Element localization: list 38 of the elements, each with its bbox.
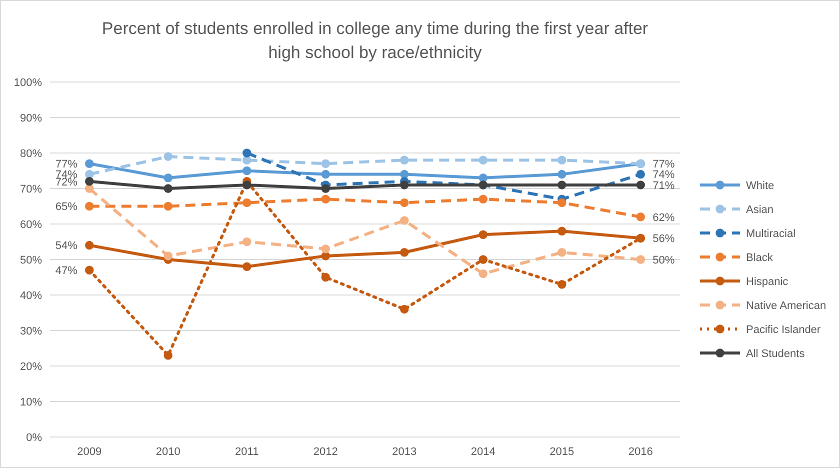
y-tick-label: 90% [20, 112, 42, 124]
data-label: 50% [652, 254, 675, 266]
legend-label: Pacific Islander [746, 324, 821, 336]
data-label: 54% [55, 240, 78, 252]
legend-label: Black [746, 252, 774, 264]
y-tick-label: 40% [20, 290, 42, 302]
x-tick-label: 2014 [470, 446, 496, 458]
data-label: 77% [652, 158, 675, 170]
y-tick-label: 80% [20, 148, 42, 160]
data-label: 71% [652, 180, 675, 192]
y-tick-label: 20% [20, 360, 42, 373]
x-tick-label: 2009 [77, 446, 102, 458]
legend-label: Hispanic [746, 276, 789, 288]
y-tick-label: 100% [14, 76, 42, 89]
legend-label: All Students [746, 348, 806, 360]
y-tick-label: 0% [26, 432, 42, 444]
x-tick-label: 2016 [628, 446, 653, 458]
x-tick-label: 2012 [313, 446, 338, 458]
legend-label: White [746, 180, 774, 192]
data-label: 65% [55, 201, 78, 214]
y-tick-label: 10% [20, 396, 42, 408]
data-label: 74% [652, 169, 675, 182]
x-tick-label: 2015 [550, 446, 574, 458]
data-label: 47% [55, 265, 78, 277]
y-tick-label: 30% [20, 325, 42, 338]
x-tick-label: 2011 [235, 446, 259, 458]
data-label: 77% [55, 158, 78, 170]
y-tick-label: 70% [20, 183, 42, 196]
x-tick-label: 2013 [392, 446, 417, 458]
data-label: 56% [652, 233, 675, 246]
y-tick-label: 50% [20, 254, 42, 266]
legend-label: Asian [746, 204, 774, 216]
y-tick-label: 60% [20, 218, 42, 231]
legend-label: Multiracial [746, 228, 796, 240]
data-label: 62% [652, 212, 675, 224]
chart-title: Percent of students enrolled in college any time during the first year after high school by race/ethnicity [102, 19, 648, 62]
x-tick-label: 2010 [156, 446, 180, 458]
legend-label: Native American [746, 300, 826, 312]
